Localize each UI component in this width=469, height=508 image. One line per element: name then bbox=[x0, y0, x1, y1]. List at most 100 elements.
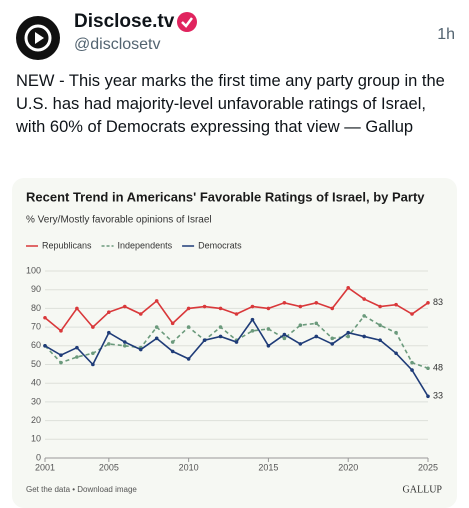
series-point bbox=[138, 347, 143, 352]
chart: Recent Trend in Americans' Favorable Rat… bbox=[26, 189, 443, 495]
series-point bbox=[170, 349, 175, 354]
series-point bbox=[314, 321, 319, 326]
series-point bbox=[378, 323, 382, 328]
series-point bbox=[362, 334, 366, 339]
end-label: 48 bbox=[433, 363, 443, 373]
series-point bbox=[362, 297, 366, 301]
series-point bbox=[282, 300, 287, 305]
legend-label: Independents bbox=[118, 240, 173, 250]
series-point bbox=[107, 310, 111, 314]
series-line bbox=[44, 318, 429, 397]
series-point bbox=[170, 340, 175, 344]
series-point bbox=[250, 329, 255, 333]
series-point bbox=[346, 334, 351, 339]
series-point bbox=[314, 334, 319, 339]
series-point bbox=[234, 312, 239, 316]
series-point bbox=[170, 321, 175, 326]
series-point bbox=[362, 314, 366, 318]
series-point bbox=[266, 306, 271, 311]
series-point bbox=[330, 342, 335, 346]
series-point bbox=[394, 302, 398, 307]
series-point bbox=[122, 304, 127, 309]
x-tick-label: 2001 bbox=[35, 462, 55, 472]
legend-label: Republicans bbox=[42, 240, 92, 250]
series-point bbox=[75, 345, 79, 350]
series-point bbox=[202, 338, 207, 342]
end-label: 83 bbox=[433, 297, 443, 307]
series-point bbox=[107, 330, 111, 335]
verified-badge bbox=[177, 12, 197, 32]
series-point bbox=[154, 299, 159, 303]
y-tick-label: 30 bbox=[31, 396, 41, 406]
series-point bbox=[346, 286, 351, 290]
series-point bbox=[314, 300, 319, 305]
chart-card: Recent Trend in Americans' Favorable Rat… bbox=[12, 178, 457, 508]
y-tick-label: 0 bbox=[36, 452, 41, 462]
series-point bbox=[378, 338, 382, 342]
series-point bbox=[91, 362, 95, 367]
post-time: 1h bbox=[437, 26, 455, 43]
series-point bbox=[266, 344, 271, 348]
y-tick-label: 50 bbox=[31, 359, 41, 369]
y-tick-label: 10 bbox=[31, 434, 41, 444]
series-point bbox=[378, 304, 382, 309]
series-point bbox=[426, 366, 430, 371]
series-point bbox=[218, 306, 223, 311]
x-tick-label: 2015 bbox=[258, 462, 278, 472]
series-point bbox=[410, 312, 414, 316]
series-point bbox=[43, 315, 47, 320]
y-tick-label: 80 bbox=[31, 303, 41, 313]
author-name[interactable]: Disclose.tv bbox=[74, 11, 175, 32]
y-tick-label: 40 bbox=[31, 378, 41, 388]
x-tick-label: 2025 bbox=[418, 462, 438, 472]
series-point bbox=[218, 334, 223, 339]
series-point bbox=[154, 325, 159, 329]
avatar[interactable] bbox=[16, 16, 60, 60]
series-point bbox=[59, 329, 63, 333]
series-point bbox=[410, 360, 414, 365]
y-tick-label: 70 bbox=[31, 321, 41, 331]
series-point bbox=[250, 317, 255, 322]
series-point bbox=[186, 357, 191, 361]
series-point bbox=[234, 340, 239, 344]
series-point bbox=[202, 304, 207, 309]
series-point bbox=[282, 336, 287, 341]
series-line bbox=[44, 286, 429, 333]
x-tick-label: 2005 bbox=[99, 462, 119, 472]
series-point bbox=[330, 306, 335, 311]
series-point bbox=[122, 344, 127, 348]
series-point bbox=[138, 312, 143, 316]
author-handle[interactable]: @disclosetv bbox=[74, 36, 161, 53]
series-point bbox=[298, 304, 303, 309]
series-point bbox=[154, 336, 159, 341]
series-point bbox=[91, 325, 95, 329]
series-point bbox=[218, 325, 223, 329]
series-point bbox=[75, 355, 79, 359]
chart-title: Recent Trend in Americans' Favorable Rat… bbox=[26, 189, 425, 204]
source-logo: GALLUP bbox=[403, 484, 443, 495]
y-tick-label: 60 bbox=[31, 340, 41, 350]
x-tick-label: 2020 bbox=[338, 462, 358, 472]
chart-subtitle: % Very/Mostly favorable opinions of Isra… bbox=[26, 215, 212, 226]
x-tick-label: 2010 bbox=[179, 462, 199, 472]
series-point bbox=[43, 344, 47, 348]
series-point bbox=[186, 325, 191, 329]
series-point bbox=[75, 306, 79, 311]
series-point bbox=[426, 394, 430, 399]
series-point bbox=[298, 342, 303, 346]
series-point bbox=[394, 330, 398, 335]
series-point bbox=[266, 327, 271, 331]
series-point bbox=[394, 351, 398, 356]
series-point bbox=[282, 332, 287, 337]
end-label: 33 bbox=[433, 391, 443, 401]
series-point bbox=[426, 300, 430, 305]
y-tick-label: 20 bbox=[31, 415, 41, 425]
series-point bbox=[250, 304, 255, 309]
series-point bbox=[298, 323, 303, 328]
footer-links[interactable]: Get the data • Download image bbox=[26, 485, 137, 494]
series-point bbox=[410, 368, 414, 372]
y-tick-label: 100 bbox=[26, 265, 41, 275]
series-point bbox=[107, 342, 111, 346]
series-point bbox=[330, 336, 335, 341]
